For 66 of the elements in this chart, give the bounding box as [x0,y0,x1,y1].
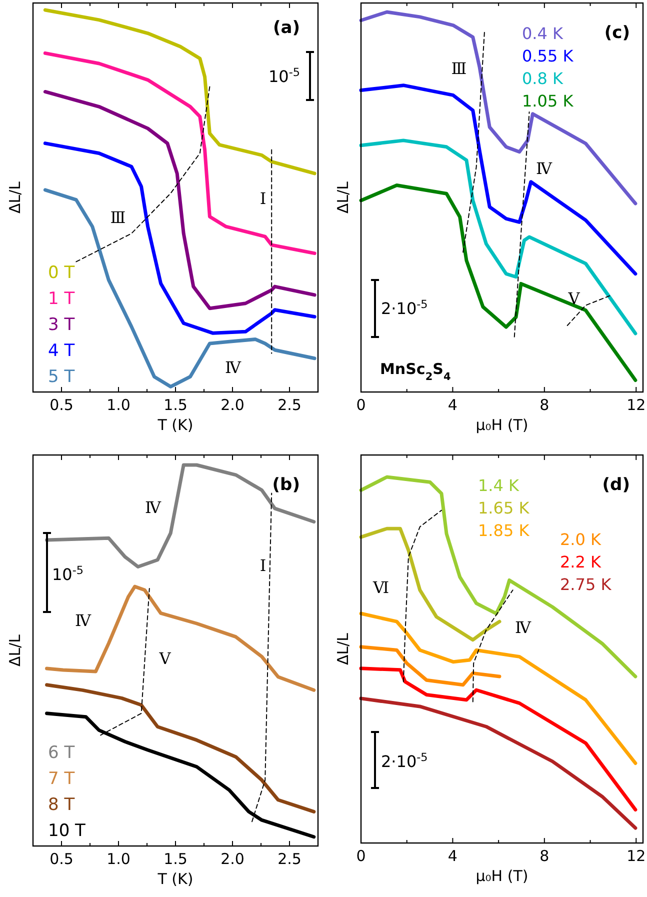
x-tick-label: 0 [356,396,366,414]
x-axis-title: T (K) [156,870,194,888]
text: 0.4 K [522,24,564,43]
x-axis-title: μ₀H (T) [476,867,528,885]
annotation: 10$^{-5}$ [268,66,300,86]
x-tick-label: 12 [626,396,646,414]
annotation: MnSc$_{2}$S$_{4}$ [380,360,451,383]
annotation: Ⅲ [451,59,467,78]
y-axis-title: ΔL/L [334,632,352,666]
annotation: Ⅰ [260,189,266,208]
text: 0.55 K [522,46,574,66]
x-tick-label: 1.5 [164,396,188,414]
text: 5 T [48,367,76,387]
x-tick-label: 0.5 [50,850,74,868]
text: 1.65 K [478,498,530,518]
x-tick-label: 2.5 [278,396,302,414]
text: 1.05 K [522,92,574,110]
text: 1.85 K [478,521,530,540]
text: 10 T [48,821,86,841]
annotation: (a) [272,18,300,38]
annotation: Ⅳ [515,618,532,637]
text: 3 T [48,315,76,335]
text: 8 T [48,795,76,815]
x-axis-title: T (K) [156,416,194,434]
x-tick-label: 8 [540,396,550,414]
x-tick-label: 2.0 [220,396,244,414]
text: 6 T [48,743,76,763]
text: 1 T [48,289,76,309]
annotation: (c) [604,23,630,43]
x-tick-label: 1.0 [106,850,130,868]
x-tick-label: 0.5 [50,396,74,414]
x-tick-label: 12 [626,847,646,865]
annotation: Ⅵ [372,578,390,597]
annotation: (d) [602,475,630,495]
y-axis-title: ΔL/L [334,180,352,214]
y-axis-title: ΔL/L [6,634,24,667]
x-tick-label: 4 [448,847,458,865]
text: 7 T [48,769,76,789]
annotation: Ⅴ [158,649,172,668]
annotation: Ⅳ [225,358,242,377]
annotation: Ⅳ [75,611,92,630]
text: 2.2 K [560,552,602,572]
x-tick-label: 0 [356,847,366,865]
annotation: Ⅳ [536,159,554,178]
x-tick-label: 2.0 [220,850,244,868]
annotation: 2·10$^{-5}$ [381,750,428,771]
x-tick-label: 2.5 [278,850,302,868]
annotation: (b) [272,475,300,495]
annotation: 10$^{-5}$ [52,564,84,584]
text: 4 T [48,341,76,361]
text: 0.8 K [522,69,564,88]
annotation: Ⅳ [145,498,162,517]
annotation: Ⅴ [567,289,580,308]
annotation: Ⅲ [110,208,126,227]
annotation: 2·10$^{-5}$ [381,298,428,318]
x-axis-title: μ₀H (T) [476,416,528,434]
annotation: Ⅰ [260,556,266,575]
x-tick-label: 1.5 [164,850,188,868]
x-tick-label: 8 [540,847,550,865]
text: 1.4 K [478,476,520,495]
text: 0 T [48,263,76,283]
text: 2.75 K [560,575,612,594]
x-tick-label: 4 [448,396,458,414]
y-axis-title: ΔL/L [6,180,24,214]
text: 2.0 K [560,530,602,549]
x-tick-label: 1.0 [106,396,130,414]
